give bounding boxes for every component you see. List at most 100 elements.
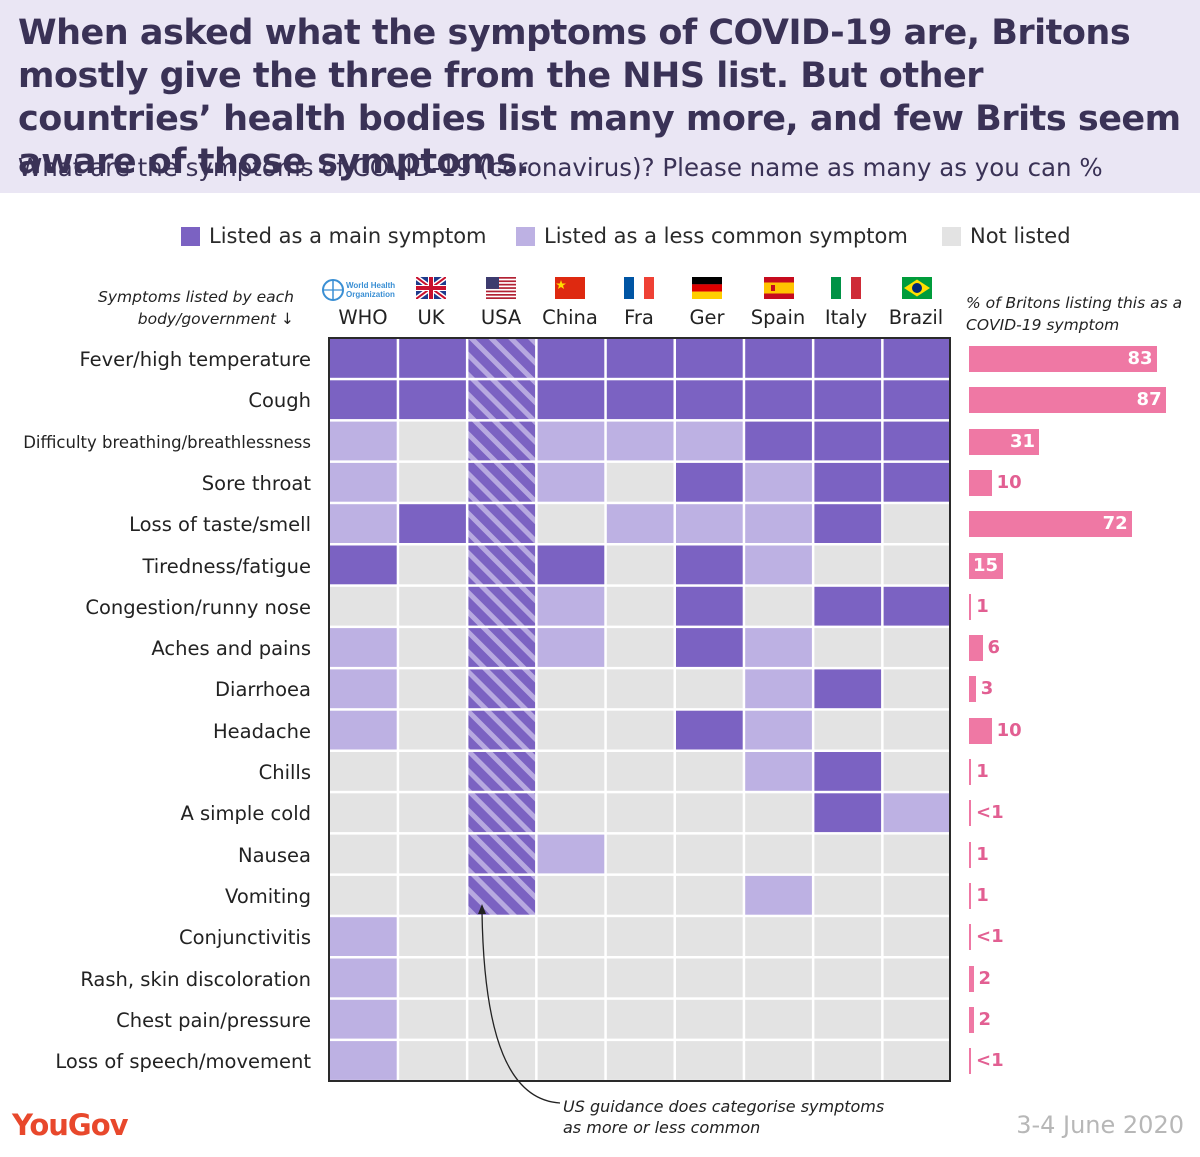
row-label: Headache <box>212 719 311 743</box>
grid-cell-fra <box>606 1041 674 1080</box>
grid-cell-usa <box>468 545 536 585</box>
grid-cell-who <box>330 752 397 791</box>
grid-cell-usa <box>468 421 536 461</box>
britons-bar-label: <1 <box>976 926 1004 948</box>
grid-cell-brazil <box>883 504 949 543</box>
grid-cell-spain <box>745 421 812 461</box>
chart-title: When asked what the symptoms of COVID-19… <box>18 13 1181 182</box>
grid-cell-italy <box>814 752 882 791</box>
grid-cell-uk <box>399 504 466 543</box>
grid-cell-italy <box>814 421 882 461</box>
britons-bar-label: 1 <box>976 595 989 617</box>
grid-cell-italy <box>814 504 882 543</box>
britons-bar <box>969 428 1040 455</box>
grid-cell-brazil <box>883 917 949 956</box>
grid-cell-fra <box>606 421 674 461</box>
grid-cell-uk <box>399 958 466 998</box>
grid-cell-uk <box>399 1041 466 1080</box>
grid-cell-spain <box>745 1041 812 1080</box>
britons-bar-label: 1 <box>976 843 989 865</box>
grid-cell-usa <box>468 917 536 956</box>
legend-label-less: Listed as a less common symptom <box>544 224 908 248</box>
annotation-text: US guidance does categorise symptoms as … <box>563 1097 885 1137</box>
grid-cell-ger <box>676 958 743 998</box>
grid-cell-spain <box>745 793 812 833</box>
grid-cell-who <box>330 669 397 709</box>
row-label: Tiredness/fatigue <box>142 554 311 578</box>
britons-bar-label: 3 <box>980 678 994 700</box>
grid-cell-italy <box>814 1041 882 1080</box>
column-header-italy: Italy <box>824 306 868 329</box>
grid-cell-uk <box>399 752 466 791</box>
grid-cell-usa <box>468 669 536 709</box>
grid-cell-brazil <box>883 710 949 750</box>
grid-cell-fra <box>606 793 674 833</box>
grid-cell-fra <box>606 710 674 750</box>
grid-cell-fra <box>606 917 674 956</box>
grid-cell-usa <box>468 339 536 378</box>
britons-bar-label: 15 <box>973 554 999 576</box>
legend-swatch-not <box>942 226 961 246</box>
row-label: Fever/high temperature <box>79 348 311 371</box>
row-label: Sore throat <box>201 471 311 495</box>
britons-bar-label: 72 <box>1102 513 1128 535</box>
britons-bar <box>969 965 974 992</box>
grid-cell-china <box>537 380 605 420</box>
row-label: Diarrhoea <box>215 678 311 702</box>
grid-cell-italy <box>814 999 882 1039</box>
grid-cell-brazil <box>883 421 949 461</box>
britons-bar-label: 87 <box>1136 389 1162 411</box>
grid-cell-spain <box>745 752 812 791</box>
grid-cell-brazil <box>883 834 949 874</box>
grid-cell-who <box>330 999 397 1039</box>
spain-flag-icon <box>764 277 794 299</box>
grid-cell-ger <box>676 834 743 874</box>
grid-cell-italy <box>814 793 882 833</box>
grid-cell-usa <box>468 752 536 791</box>
grid-cell-fra <box>606 504 674 543</box>
grid-cell-who <box>330 339 397 378</box>
grid-cell-who <box>330 834 397 874</box>
grid-cell-usa <box>468 793 536 833</box>
grid-cell-italy <box>814 380 882 420</box>
grid-cell-brazil <box>883 462 949 502</box>
grid-cell-spain <box>745 958 812 998</box>
grid-cell-china <box>537 793 605 833</box>
grid-cell-fra <box>606 339 674 378</box>
grid-cell-who <box>330 380 397 420</box>
grid-cell-china <box>537 958 605 998</box>
britons-bar-label: 31 <box>1009 430 1036 452</box>
grid-cell-ger <box>676 752 743 791</box>
grid-cell-usa <box>468 504 536 543</box>
grid-cell-brazil <box>883 958 949 998</box>
grid-cell-ger <box>676 462 743 502</box>
grid-cell-brazil <box>883 380 949 420</box>
britons-bar <box>969 511 1132 538</box>
grid-cell-italy <box>814 917 882 956</box>
grid-cell-who <box>330 875 397 915</box>
legend-item-not: Not listed <box>942 222 1071 250</box>
grid-cell-ger <box>676 628 743 667</box>
row-label: Vomiting <box>225 884 311 908</box>
legend-item-less: Listed as a less common symptom <box>516 222 908 250</box>
grid-cell-brazil <box>883 1041 949 1080</box>
grid-cell-brazil <box>883 752 949 791</box>
grid-cell-uk <box>399 628 466 667</box>
grid-cell-brazil <box>883 339 949 378</box>
grid-cell-brazil <box>883 793 949 833</box>
column-header-uk: UK <box>417 306 445 329</box>
grid-cell-china <box>537 421 605 461</box>
grid-cell-spain <box>745 380 812 420</box>
grid-cell-who <box>330 586 397 626</box>
row-label: Congestion/runny nose <box>85 595 311 619</box>
grid-cell-brazil <box>883 875 949 915</box>
grid-cell-ger <box>676 421 743 461</box>
right-axis-note: % of Britons listing this as a COVID-19 … <box>966 294 1183 334</box>
britons-bar <box>969 593 972 620</box>
britons-bar-label: <1 <box>976 802 1004 824</box>
grid-cell-brazil <box>883 545 949 585</box>
britons-bar <box>969 1006 974 1033</box>
grid-cell-uk <box>399 380 466 420</box>
grid-cell-ger <box>676 875 743 915</box>
grid-cell-usa <box>468 710 536 750</box>
